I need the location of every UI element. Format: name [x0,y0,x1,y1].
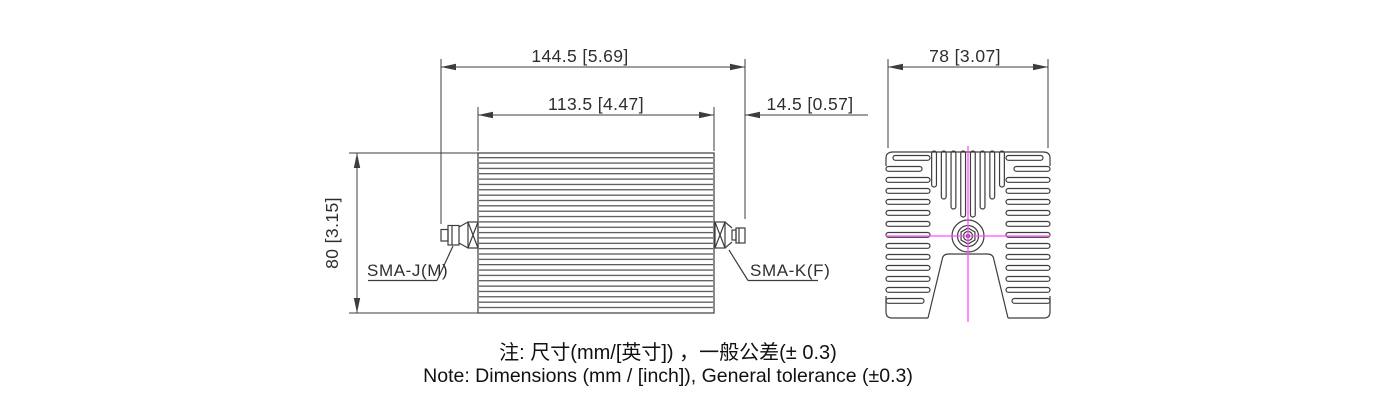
fin [885,198,931,205]
arrow-left [888,63,903,71]
left-connector-label: SMA-J(M) [367,261,448,280]
connector-pin [440,228,449,242]
fin [885,187,931,194]
arrow-right [730,63,745,71]
connector-flange-box [714,221,726,249]
dimension-lines [349,59,1049,314]
left-sma-connector [440,221,479,249]
dim-height: 80 [3.15] [322,197,342,269]
dimension-arrows [353,63,1048,313]
fin [885,231,931,238]
connector-barrel [735,227,746,244]
dim-body-length: 113.5 [4.47] [548,94,644,114]
fin [1011,297,1051,304]
arrow-left [745,111,760,119]
fin [885,275,931,282]
fin [1005,231,1051,238]
flange-cross-line [714,221,726,249]
fin [1005,253,1051,260]
right-connector-label: SMA-K(F) [750,261,830,280]
notes-block: 注: 尺寸(mm/[英寸]) ，一般公差(± 0.3) Note: Dimens… [0,341,1336,388]
fin [885,253,931,260]
fin [979,150,986,210]
connector-taper [724,221,733,229]
connector-taper [724,241,733,249]
fin [1005,176,1051,183]
right-fin-bank [1005,154,1051,304]
dim-width: 78 [3.07] [929,46,1001,66]
fin [885,220,931,227]
arrow-down [353,298,361,313]
fin [1005,242,1051,249]
fin [885,176,931,183]
fin [885,286,931,293]
flange-cross-line [467,221,479,249]
right-sma-connector [714,221,746,249]
fin [1005,209,1051,216]
fin [892,154,931,161]
fin [969,150,976,218]
arrow-up [353,153,361,168]
connector-nut [447,224,460,246]
fin [1005,198,1051,205]
connector-flange-box [467,221,479,249]
fin [931,150,938,188]
connector-taper [458,221,469,228]
arrow-left [441,63,456,71]
top-fin-bank [931,150,1005,218]
note-line-chinese: 注: 尺寸(mm/[英寸]) ，一般公差(± 0.3) [499,342,837,364]
fin [989,150,996,200]
fin [950,150,957,210]
side-view [368,152,818,314]
fin [885,209,931,216]
dim-connector-length: 14.5 [0.57] [766,94,853,114]
fin [885,297,925,304]
arrow-left [478,111,493,119]
fin [885,264,931,271]
fin [885,165,923,172]
arrow-right [1033,63,1048,71]
arrow-right [699,111,714,119]
fin [1005,220,1051,227]
fin [1005,275,1051,282]
fin [960,150,967,218]
right-label-leader [728,249,749,281]
profile-foot-right [1008,296,1051,319]
fin [940,150,947,200]
fin [1005,264,1051,271]
fin [885,242,931,249]
left-fin-bank [885,154,931,304]
fin [1005,286,1051,293]
profile-foot-left [885,296,928,319]
centerlines [886,146,1050,322]
dim-overall-length: 144.5 [5.69] [531,46,628,66]
heatsink-fin-lines [479,156,713,309]
connector-taper [458,242,469,249]
left-label-leader [436,245,454,281]
fin [1013,165,1051,172]
fin [1005,187,1051,194]
fin [998,150,1005,188]
fin [1005,154,1044,161]
end-view [885,150,1051,319]
note-line-english: Note: Dimensions (mm / [inch]), General … [423,365,913,387]
